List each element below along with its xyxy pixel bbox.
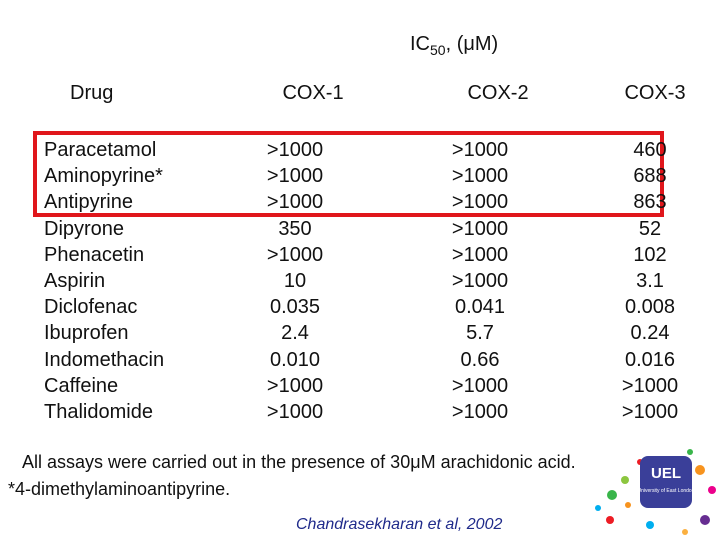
drug-name: Indomethacin (44, 348, 165, 371)
ic50-value: >1000 (451, 139, 509, 161)
ic50-value: >1000 (451, 243, 509, 266)
note: All assays were carried out in the prese… (22, 452, 576, 472)
drug-name: Caffeine (44, 374, 119, 397)
drug-name: Dipyrone (44, 217, 125, 240)
ic50-value: >1000 (451, 401, 509, 423)
logo-title: UEL (651, 465, 681, 482)
ic50-value: 0.035 (269, 296, 321, 319)
ic50-value: 102 (633, 243, 667, 266)
ic50-value: 3.1 (636, 270, 664, 292)
ic50-value: >1000 (266, 401, 324, 423)
ic50-value: >1000 (451, 270, 509, 292)
ic50-value: 0.24 (630, 322, 670, 345)
ic50-value: 0.010 (269, 348, 321, 371)
dots (595, 449, 716, 535)
ic50-value: 0.66 (460, 348, 500, 371)
ic50-main: IC (410, 33, 430, 55)
drug-name: Antipyrine (44, 191, 133, 214)
column-header: COX-2 (467, 82, 529, 104)
ic50-value: >1000 (451, 374, 509, 397)
ic50-value: 863 (633, 191, 667, 214)
ic50-value: 0.041 (454, 296, 506, 319)
ic50-value: 350 (278, 217, 312, 240)
ic50-value: >1000 (266, 139, 324, 161)
ic50-value: >1000 (451, 191, 509, 214)
ic50-value: 10 (283, 270, 307, 292)
ic50-value: 2.4 (281, 322, 309, 345)
citation: Chandrasekharan et al, 2002 (296, 516, 503, 533)
ic50-unit: , (μM) (445, 33, 499, 55)
logo-badge (640, 456, 692, 508)
logo-subtitle: University of East London (638, 488, 695, 494)
drug-name: Thalidomide (44, 401, 153, 423)
ic50-value: 0.008 (624, 296, 676, 319)
ic50-value: >1000 (621, 401, 679, 423)
column-header: COX-3 (624, 82, 686, 104)
ic50-value: 52 (638, 217, 662, 240)
ic50-value: >1000 (266, 165, 324, 188)
drug-name: Phenacetin (44, 243, 145, 266)
ic50-value: 688 (633, 165, 667, 188)
column-header: COX-1 (282, 82, 344, 104)
ic50-value: >1000 (266, 191, 324, 214)
ic50-value: 0.016 (624, 348, 676, 371)
highlight-box (33, 131, 664, 217)
drug-name: Paracetamol (44, 139, 157, 161)
column-header: Drug (70, 82, 114, 104)
note: *4-dimethylaminoantipyrine. (8, 479, 231, 499)
ic50-sub: 50 (430, 42, 446, 58)
drug-name: Aminopyrine* (44, 165, 163, 188)
ic50-value: >1000 (621, 374, 679, 397)
ic50-value: >1000 (266, 243, 324, 266)
drug-name: Diclofenac (44, 296, 138, 319)
drug-name: Ibuprofen (44, 322, 129, 345)
ic50-heading: IC50, (μM) (410, 33, 498, 61)
ic50-value: 5.7 (466, 322, 494, 345)
ic50-value: 460 (633, 139, 667, 161)
ic50-value: >1000 (451, 217, 509, 240)
ic50-value: >1000 (266, 374, 324, 397)
ic50-value: >1000 (451, 165, 509, 188)
drug-name: Aspirin (44, 270, 106, 292)
